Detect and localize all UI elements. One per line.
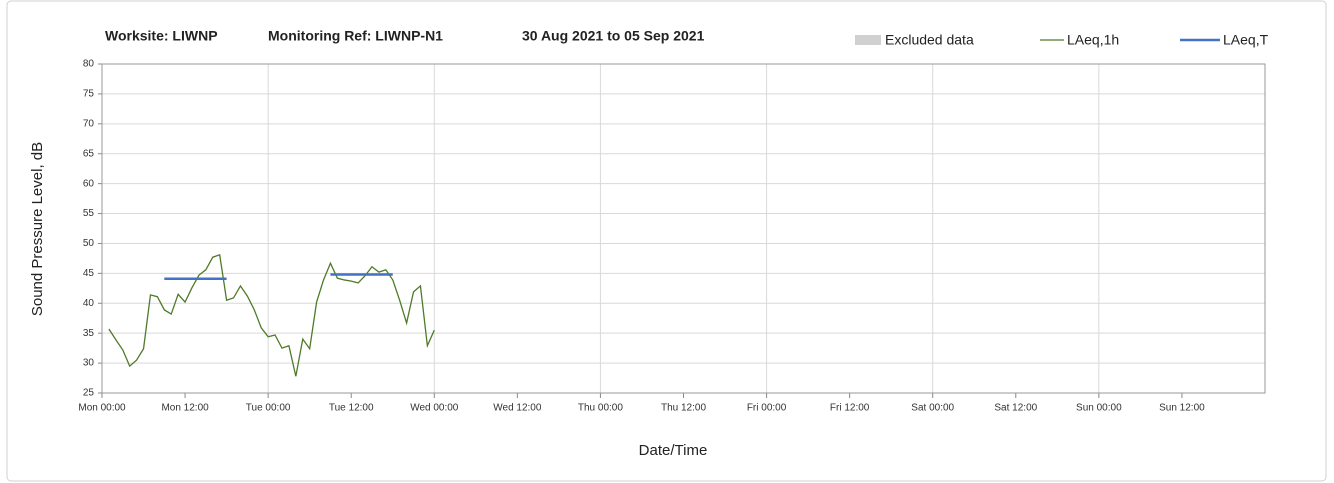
y-tick-label: 40 (83, 298, 95, 309)
y-tick-label: 65 (83, 148, 95, 159)
x-tick-label: Sun 00:00 (1076, 403, 1122, 414)
x-tick-label: Fri 00:00 (747, 403, 787, 414)
x-tick-label: Wed 00:00 (410, 403, 459, 414)
x-tick-label: Mon 12:00 (161, 403, 209, 414)
y-tick-label: 75 (83, 89, 95, 100)
x-tick-label: Sun 12:00 (1159, 403, 1205, 414)
legend-label: Excluded data (885, 32, 974, 48)
frame (6, 0, 1327, 482)
x-axis-label: Date/Time (639, 442, 708, 459)
title-dates: 30 Aug 2021 to 05 Sep 2021 (522, 28, 705, 44)
x-tick-label: Thu 12:00 (661, 403, 706, 414)
x-tick-label: Wed 12:00 (493, 403, 542, 414)
x-tick-label: Tue 12:00 (329, 403, 374, 414)
title-worksite: Worksite: LIWNP (105, 28, 218, 44)
y-axis-label: Sound Pressure Level, dB (29, 142, 46, 316)
x-tick-label: Mon 00:00 (78, 403, 126, 414)
x-tick-label: Fri 12:00 (830, 403, 870, 414)
y-tick-label: 45 (83, 268, 95, 279)
y-tick-label: 80 (83, 59, 95, 70)
legend-label: LAeq,T (1223, 32, 1269, 48)
y-tick-label: 30 (83, 358, 95, 369)
plot-border (101, 63, 1266, 394)
x-tick-label: Sat 12:00 (994, 403, 1037, 414)
legend-label: LAeq,1h (1067, 32, 1119, 48)
y-tick-label: 50 (83, 238, 95, 249)
title-ref: Monitoring Ref: LIWNP-N1 (268, 28, 443, 44)
y-tick-label: 60 (83, 178, 95, 189)
series-line (108, 253, 435, 377)
legend-swatch (855, 35, 881, 45)
series-line (164, 273, 393, 280)
x-tick-label: Thu 00:00 (578, 403, 623, 414)
y-tick-label: 35 (83, 328, 95, 339)
x-tick-label: Tue 00:00 (246, 403, 291, 414)
y-tick-label: 55 (83, 208, 95, 219)
y-tick-label: 25 (83, 388, 95, 399)
x-tick-label: Sat 00:00 (911, 403, 954, 414)
y-tick-label: 70 (83, 118, 95, 129)
